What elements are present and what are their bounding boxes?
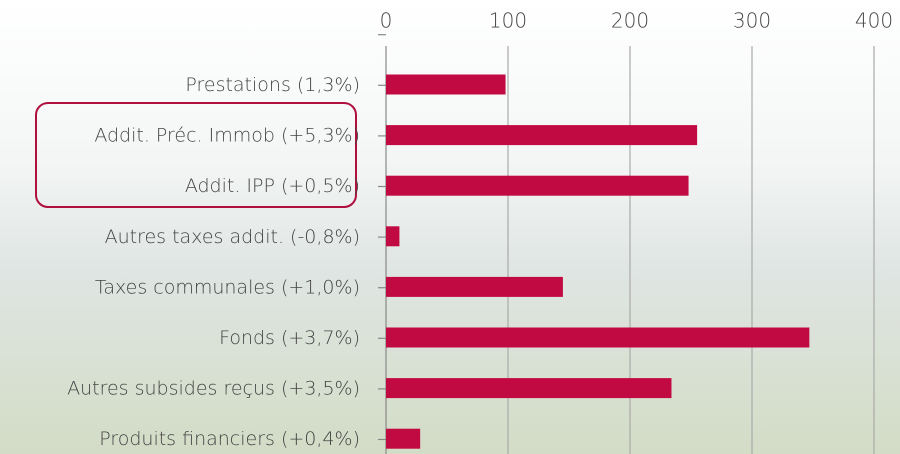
y-tick-label: Prestations (1,3%) <box>185 74 360 96</box>
highlight-box <box>35 102 357 208</box>
bar <box>386 428 421 449</box>
x-tick-label: 400 <box>855 9 893 33</box>
bar <box>386 125 698 146</box>
y-tick-label: Autres subsides reçus (+3,5%) <box>67 378 360 400</box>
bar <box>386 327 810 348</box>
y-tick-label: Addit. IPP (+0,5%) <box>185 175 360 197</box>
y-tick-label: Produits financiers (+0,4%) <box>99 428 360 450</box>
bar <box>386 276 563 297</box>
x-tick-label: 200 <box>611 9 649 33</box>
bar <box>386 74 506 95</box>
bar <box>386 378 672 399</box>
y-tick-label: Taxes communales (+1,0%) <box>95 276 360 298</box>
x-tick-label: 300 <box>733 9 771 33</box>
x-tick-label: 100 <box>489 9 527 33</box>
y-tick-label: Addit. Préc. Immob (+5,3%) <box>94 125 360 147</box>
y-tick-label: Fonds (+3,7%) <box>219 327 360 349</box>
bar <box>386 175 689 196</box>
x-tick-label: 0 <box>380 9 393 33</box>
y-tick-label: Autres taxes addit. (-0,8%) <box>105 226 360 248</box>
bar <box>386 226 400 247</box>
